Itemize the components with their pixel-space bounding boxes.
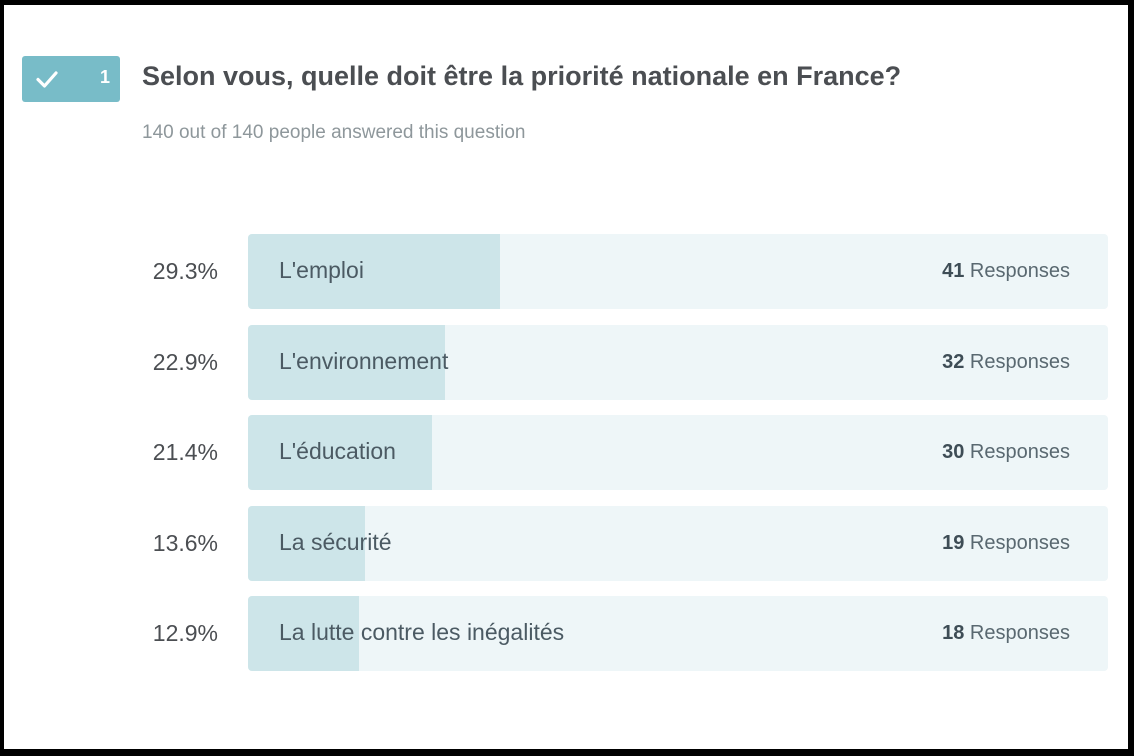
bar-fill (248, 596, 359, 671)
response-count: 32 Responses (942, 325, 1070, 400)
question-card: 1 Selon vous, quelle doit être la priori… (4, 5, 1128, 749)
response-count: 30 Responses (942, 415, 1070, 490)
check-icon (36, 71, 58, 88)
bar-fill (248, 505, 365, 581)
bar-fill (248, 324, 445, 400)
question-badge: 1 (22, 56, 120, 102)
bar-track: La lutte contre les inégalités 18 Respons… (248, 596, 1108, 671)
question-title: Selon vous, quelle doit être la priorité… (142, 61, 902, 91)
percent-label: 22.9% (152, 348, 218, 375)
bar-track: L'emploi 41 Responses (248, 234, 1108, 309)
response-count-number: 19 (942, 531, 965, 554)
answered-count: 140 out of 140 people answered this ques… (142, 122, 526, 143)
response-count-label: Responses (964, 531, 1070, 554)
percent-label: 21.4% (152, 439, 218, 465)
percent-label: 13.6% (152, 529, 218, 556)
response-count-number: 30 (942, 441, 965, 463)
percent-label: 12.9% (152, 620, 218, 646)
result-row: 22.9% L'environnement 32 Responses (4, 324, 1128, 400)
answer-label: L'emploi (279, 257, 364, 283)
response-count-number: 18 (942, 622, 965, 644)
bar-track: L'éducation 30 Responses (248, 415, 1108, 490)
bar-fill (248, 234, 500, 309)
answer-label: L'environnement (279, 347, 449, 374)
result-row: 21.4% L'éducation 30 Responses (4, 415, 1128, 490)
answer-label: L'éducation (279, 438, 396, 464)
answer-label: La sécurité (279, 528, 392, 555)
response-count-number: 32 (942, 350, 965, 373)
response-count-label: Responses (964, 441, 1070, 463)
response-count: 19 Responses (942, 506, 1070, 581)
question-number: 1 (99, 67, 110, 87)
result-row: 12.9% La lutte contre les inégalités 18 Re… (4, 596, 1128, 671)
bar-track: La sécurité 19 Responses (248, 505, 1108, 581)
response-count-label: Responses (964, 260, 1070, 282)
response-count-number: 41 (942, 260, 965, 282)
response-count: 41 Responses (942, 234, 1070, 309)
bar-fill (248, 415, 433, 490)
percent-label: 29.3% (152, 258, 218, 284)
results-chart: 29.3% L'emploi 41 Responses 22.9% L'environn… (4, 234, 1128, 687)
answer-label: La lutte contre les inégalités (279, 619, 565, 645)
bar-track: L'environnement 32 Responses (248, 324, 1108, 400)
result-row: 13.6% La sécurité 19 Responses (4, 505, 1128, 581)
response-count-label: Responses (964, 622, 1070, 644)
response-count-label: Responses (964, 350, 1070, 373)
response-count: 18 Responses (942, 596, 1070, 671)
result-row: 29.3% L'emploi 41 Responses (4, 234, 1128, 309)
